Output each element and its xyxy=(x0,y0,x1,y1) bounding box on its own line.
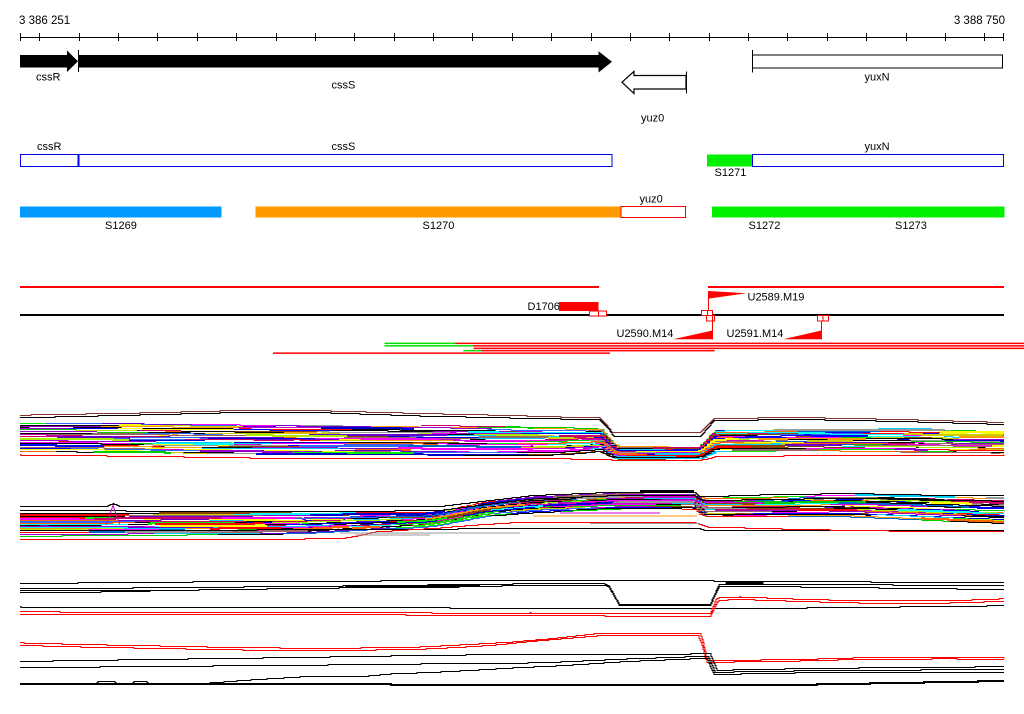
svg-text:U2590.M14: U2590.M14 xyxy=(617,328,674,340)
svg-text:3 386 251: 3 386 251 xyxy=(19,15,70,27)
svg-text:yuz0: yuz0 xyxy=(640,194,663,206)
svg-text:S1273: S1273 xyxy=(895,220,927,232)
svg-text:cssS: cssS xyxy=(332,80,356,92)
svg-text:S1272: S1272 xyxy=(749,220,781,232)
svg-text:S1270: S1270 xyxy=(423,220,455,232)
svg-text:cssS: cssS xyxy=(332,141,356,153)
svg-text:yuxN: yuxN xyxy=(865,141,890,153)
svg-text:yuxN: yuxN xyxy=(865,72,890,84)
svg-text:yuz0: yuz0 xyxy=(641,113,664,125)
svg-text:S1269: S1269 xyxy=(105,220,137,232)
svg-text:S1271: S1271 xyxy=(715,167,747,179)
svg-text:3 388 750: 3 388 750 xyxy=(954,15,1005,27)
svg-text:U2589.M19: U2589.M19 xyxy=(748,292,805,304)
svg-text:D1706: D1706 xyxy=(528,301,560,313)
svg-text:cssR: cssR xyxy=(36,72,61,84)
svg-text:U2591.M14: U2591.M14 xyxy=(727,328,784,340)
svg-text:cssR: cssR xyxy=(37,141,62,153)
